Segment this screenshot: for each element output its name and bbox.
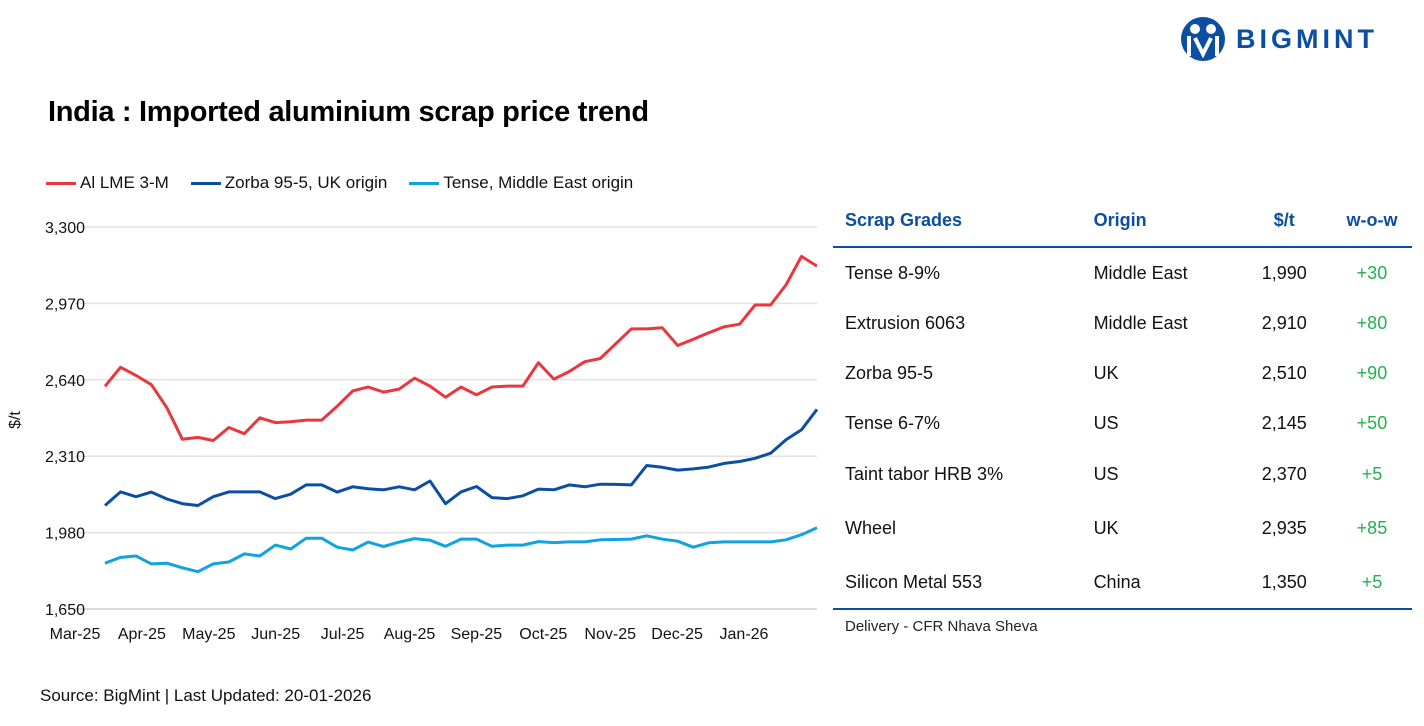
price-trend-chart: $/t 3,300 2,970 2,640 2,310 1,980 1,650 Mar-25… (7, 220, 819, 643)
bigmint-logo-icon (1181, 17, 1225, 61)
table-row: Tense 8-9% Middle East 1,990 +30 (833, 247, 1412, 298)
grade-cell: Extrusion 6063 (845, 312, 966, 333)
logo-text: BIGMINT (1236, 23, 1378, 54)
origin-cell: China (1081, 556, 1237, 610)
table-row: Taint tabor HRB 3% US 2,370 +5 (833, 448, 1412, 501)
y-tick-label: 2,310 (45, 449, 85, 466)
legend-label: Al LME 3-M (80, 173, 169, 192)
series-line-0 (103, 254, 818, 442)
price-cell: 2,145 (1261, 412, 1307, 433)
price-cell: 2,910 (1261, 312, 1307, 333)
price-cell: 2,510 (1261, 362, 1307, 383)
legend-swatch (409, 181, 440, 185)
bigmint-logo: BIGMINT (1180, 16, 1378, 62)
grade-cell: Tense 8-9% (845, 262, 941, 283)
price-cell: 2,935 (1261, 518, 1307, 538)
chart-legend: Al LME 3-M Zorba 95-5, UK origin Tense, … (46, 173, 633, 193)
price-cell: 2,370 (1261, 464, 1307, 484)
legend-item-al-lme: Al LME 3-M (46, 173, 169, 193)
x-tick-label: Dec-25 (651, 626, 703, 643)
y-axis-label: $/t (7, 411, 24, 429)
header-grade: Scrap Grades (833, 195, 1082, 248)
origin-cell: UK (1093, 518, 1119, 538)
price-cell: 1,350 (1236, 556, 1320, 610)
table-row: Wheel UK 2,935 +85 (833, 501, 1412, 556)
header-origin: Origin (1081, 195, 1237, 248)
price-cell: 1,990 (1261, 262, 1307, 283)
wow-cell: +5 (1361, 464, 1383, 484)
wow-cell: +90 (1356, 362, 1388, 383)
wow-cell: +50 (1356, 412, 1388, 433)
legend-swatch (190, 181, 221, 185)
x-tick-label: May-25 (182, 626, 235, 643)
wow-cell: +5 (1319, 556, 1412, 610)
grade-cell: Tense 6-7% (845, 412, 941, 433)
wow-cell: +80 (1356, 312, 1388, 333)
origin-cell: Middle East (1093, 312, 1188, 333)
page-title: India : Imported aluminium scrap price t… (48, 96, 649, 128)
y-tick-label: 1,650 (45, 602, 85, 619)
legend-item-zorba: Zorba 95-5, UK origin (190, 173, 388, 193)
origin-cell: US (1093, 464, 1119, 484)
legend-label: Tense, Middle East origin (443, 173, 634, 192)
grade-cell: Silicon Metal 553 (833, 556, 1082, 610)
x-tick-label: Sep-25 (451, 626, 503, 643)
table-row: Zorba 95-5 UK 2,510 +90 (833, 348, 1412, 398)
table-row: Silicon Metal 553 China 1,350 +5 (833, 556, 1412, 610)
y-tick-label: 2,970 (45, 296, 85, 313)
series-line-1 (104, 408, 819, 507)
origin-cell: UK (1093, 362, 1119, 383)
wow-cell: +30 (1356, 262, 1388, 283)
header-wow: w-o-w (1319, 195, 1412, 248)
x-tick-label: Mar-25 (50, 626, 101, 643)
x-tick-label: Aug-25 (384, 626, 436, 643)
y-tick-label: 3,300 (45, 220, 85, 237)
legend-label: Zorba 95-5, UK origin (224, 173, 388, 192)
delivery-note: Delivery - CFR Nhava Sheva (845, 618, 1038, 635)
y-tick-label: 1,980 (45, 526, 85, 543)
legend-item-tense: Tense, Middle East origin (409, 173, 633, 193)
x-tick-label: Apr-25 (118, 626, 166, 643)
header-price: $/t (1236, 195, 1320, 248)
x-tick-label: Jul-25 (321, 626, 365, 643)
origin-cell: US (1093, 412, 1119, 433)
table-row: Tense 6-7% US 2,145 +50 (833, 398, 1412, 448)
y-tick-label: 2,640 (45, 373, 85, 390)
scrap-price-table: Scrap Grades Origin $/t w-o-w Tense 8-9%… (833, 195, 1412, 610)
grade-cell: Taint tabor HRB 3% (845, 464, 1004, 484)
table-row: Extrusion 6063 Middle East 2,910 +80 (833, 298, 1412, 348)
origin-cell: Middle East (1093, 262, 1188, 283)
source-note: Source: BigMint | Last Updated: 20-01-20… (40, 686, 372, 705)
grade-cell: Zorba 95-5 (845, 362, 934, 383)
table-header-row: Scrap Grades Origin $/t w-o-w (833, 195, 1412, 248)
x-tick-label: Nov-25 (584, 626, 636, 643)
x-tick-label: Jan-26 (720, 626, 769, 643)
x-tick-label: Oct-25 (519, 626, 567, 643)
wow-cell: +85 (1356, 518, 1388, 538)
legend-swatch (46, 181, 76, 185)
series-line-2 (104, 526, 818, 574)
grade-cell: Wheel (845, 518, 897, 538)
x-tick-label: Jun-25 (251, 626, 300, 643)
